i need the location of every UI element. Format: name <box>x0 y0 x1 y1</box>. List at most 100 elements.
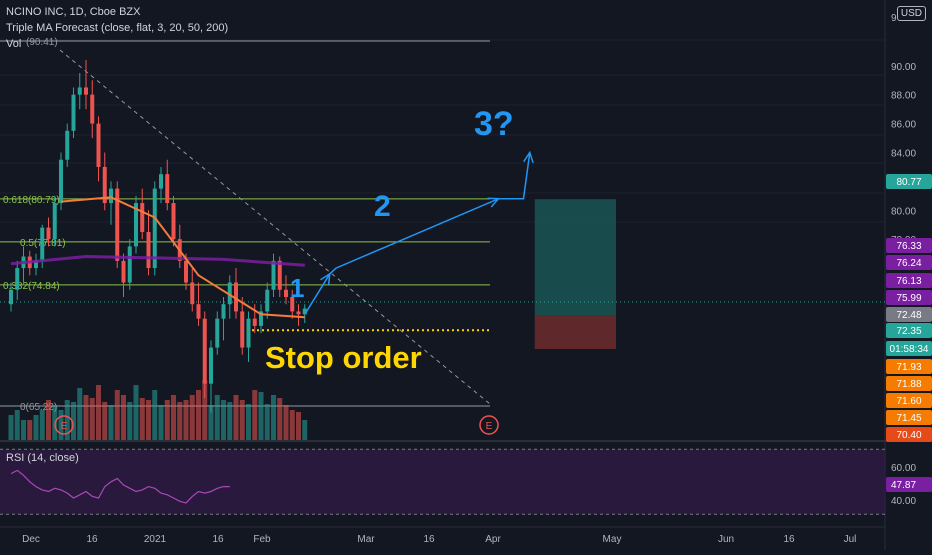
volume-bar <box>158 405 164 440</box>
volume-bar <box>89 398 95 440</box>
price-badge-label: 76.24 <box>896 258 921 269</box>
volume-bar <box>152 390 158 440</box>
candle-body <box>284 289 288 297</box>
price-badge-label: 76.33 <box>896 241 921 252</box>
volume-bar <box>33 415 39 440</box>
price-badge <box>886 255 932 270</box>
candle-body <box>9 289 13 305</box>
rsi-band <box>0 449 885 515</box>
price-badge <box>886 307 932 322</box>
candle-body <box>65 130 70 160</box>
earnings-marker-1[interactable] <box>54 415 74 435</box>
candle-body <box>184 260 188 283</box>
projection-arrowhead <box>320 272 331 285</box>
indicator-legend[interactable]: Triple MA Forecast (close, flat, 3, 20, … <box>6 22 229 34</box>
candle-body <box>221 304 226 319</box>
time-tick-label: Jun <box>718 534 734 545</box>
projection-arrowhead <box>487 197 501 208</box>
stop-order-label: Stop order <box>265 340 422 375</box>
volume-bar <box>64 400 70 440</box>
price-badge <box>886 393 932 408</box>
candle-body <box>46 227 51 240</box>
candle-body <box>196 304 201 319</box>
volume-bar <box>196 390 201 440</box>
candle-body <box>234 282 238 312</box>
stop-zone <box>534 315 616 350</box>
ma-slow-line <box>10 254 305 267</box>
price-badge-label: 75.99 <box>896 293 921 304</box>
rsi-tick-label: 40.00 <box>891 496 916 507</box>
price-badge <box>886 359 932 374</box>
symbol-title[interactable]: NCINO INC, 1D, Cboe BZX <box>6 6 141 18</box>
volume-bar <box>177 402 183 440</box>
volume-bar <box>221 400 226 440</box>
price-badge-label: 71.93 <box>896 362 921 373</box>
currency-button[interactable]: USD <box>896 6 926 21</box>
candle-body <box>171 203 176 240</box>
price-badge-label: 76.13 <box>896 276 921 287</box>
candle-body <box>109 188 113 204</box>
volume-bar <box>133 385 139 440</box>
volume-bar <box>102 402 108 440</box>
projection-path <box>304 152 531 315</box>
candle-body <box>265 289 270 312</box>
price-badge <box>886 341 932 356</box>
candle-body <box>190 282 195 305</box>
fib-level-label: 0.618(80.79) <box>3 195 60 206</box>
earnings-label-1: E <box>61 421 68 432</box>
volume-bar <box>264 404 270 440</box>
volume-bar <box>96 385 101 440</box>
time-tick-label: May <box>603 534 622 545</box>
candle-body <box>240 311 245 348</box>
volume-bar <box>271 395 276 440</box>
volume-bar <box>183 400 189 440</box>
rsi-tick-label: 60.00 <box>891 463 916 474</box>
price-badge-label: 70.40 <box>896 430 921 441</box>
candle-body <box>71 94 76 131</box>
candle-body <box>90 94 95 124</box>
price-tick-label: 84.00 <box>891 148 916 159</box>
volume-bar <box>39 410 45 440</box>
time-tick-label: Apr <box>485 534 501 545</box>
candle-body <box>215 318 220 348</box>
candle-body <box>140 203 145 232</box>
time-tick-label: Mar <box>357 534 375 545</box>
volume-bar <box>227 402 233 440</box>
target-zone <box>534 199 616 316</box>
wave-3-label: 3? <box>474 105 514 143</box>
time-tick-label: 16 <box>423 534 435 545</box>
volume-bar <box>27 420 33 440</box>
candle-body <box>152 188 157 269</box>
earnings-marker-2[interactable] <box>479 415 499 435</box>
candle-body <box>290 296 295 312</box>
volume-bar <box>189 395 195 440</box>
time-tick-label: Feb <box>253 534 271 545</box>
price-tick-label: 90.00 <box>891 62 916 73</box>
candle-body <box>209 347 213 384</box>
candle-body <box>77 87 82 95</box>
candle-body <box>96 123 101 167</box>
price-badge <box>886 238 932 253</box>
candle-body <box>34 260 38 269</box>
volume-bar <box>83 395 89 440</box>
volume-bar <box>296 412 301 440</box>
price-badge <box>886 427 932 442</box>
price-badge <box>886 290 932 305</box>
price-badge-label: 01:58:34 <box>890 344 929 355</box>
time-tick-label: 2021 <box>144 534 167 545</box>
wave-2-label: 2 <box>374 190 391 223</box>
volume-legend[interactable]: Vol <box>6 38 22 50</box>
fib-level-label: 0.382(74.84) <box>3 281 60 292</box>
fib-level-label: 0(65.22) <box>20 402 57 413</box>
candle-body <box>59 159 63 204</box>
candle-body <box>121 260 126 283</box>
candle-body <box>52 203 57 240</box>
price-badge-label: 71.88 <box>896 379 921 390</box>
volume-bar <box>302 420 308 440</box>
time-tick-label: Jul <box>844 534 857 545</box>
rsi-line <box>10 469 230 504</box>
time-tick-label: Dec <box>22 534 40 545</box>
time-tick-label: 16 <box>86 534 98 545</box>
